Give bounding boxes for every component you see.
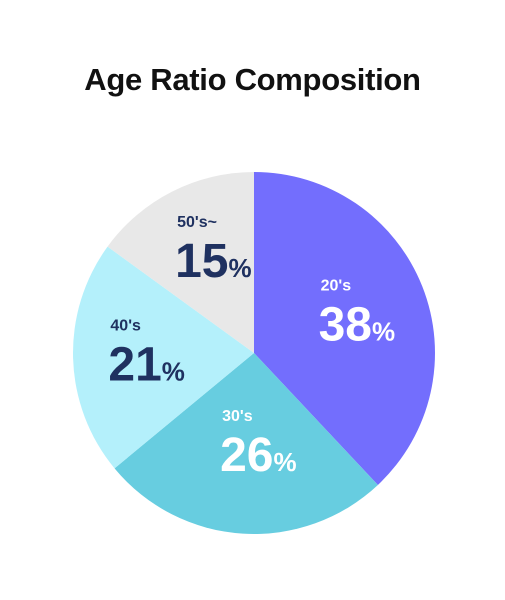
slice-label-1: 30's 26% (220, 408, 297, 482)
slice-category-label: 20's (321, 277, 352, 294)
slice-label-2: 40's 21% (108, 318, 185, 392)
slice-label-3: 50's~ 15% (175, 214, 252, 288)
slice-value-label: 21% (108, 339, 185, 392)
chart-title: Age Ratio Composition (84, 62, 421, 97)
pie-slice-0 (254, 172, 435, 485)
pie-slices (73, 172, 435, 534)
slice-value-label: 38% (319, 298, 396, 351)
slice-category-label: 30's (222, 408, 253, 425)
slice-label-0: 20's 38% (319, 277, 396, 351)
pie-slice-2 (73, 246, 255, 469)
slice-value-label: 15% (175, 235, 252, 288)
slice-value-label: 26% (220, 429, 297, 482)
slice-labels: 20's 38% 30's 26% 40's 21% 50's~ 15% (108, 214, 395, 482)
pie-slice-3 (107, 172, 254, 353)
pie-slice-1 (114, 353, 378, 534)
slice-category-label: 40's (110, 318, 141, 335)
slice-category-label: 50's~ (177, 214, 217, 231)
